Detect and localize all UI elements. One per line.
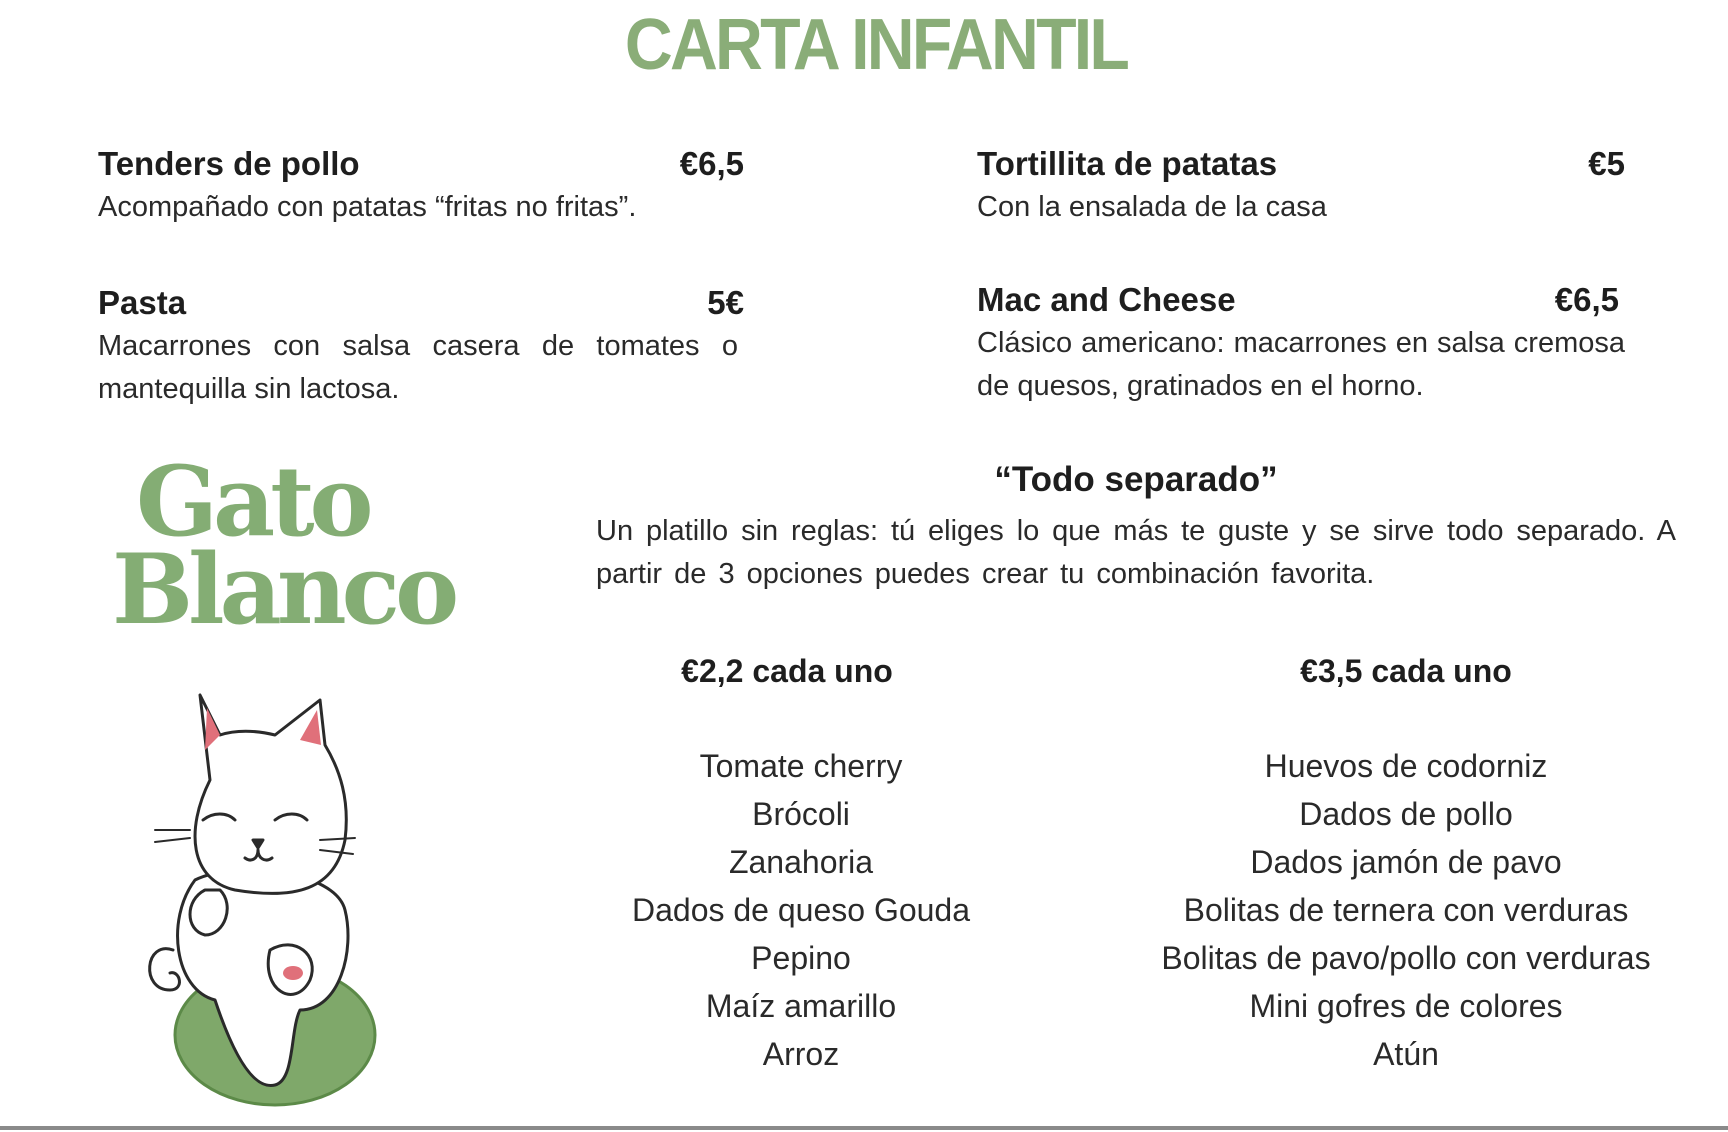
menu-item: Tortillita de patatas €5 Con la ensalada … bbox=[977, 144, 1625, 229]
item-description: Con la ensalada de la casa bbox=[977, 191, 1327, 223]
logo-line-1: Gato bbox=[136, 445, 374, 558]
menu-title: CARTA INFANTIL bbox=[624, 5, 1130, 85]
option-item: Brócoli bbox=[752, 796, 850, 832]
option-item: Dados jamón de pavo bbox=[1250, 844, 1562, 880]
option-item: Dados de pollo bbox=[1299, 796, 1513, 832]
todo-separado-description: Un platillo sin reglas: tú eliges lo que… bbox=[596, 515, 1676, 590]
cat-illustration bbox=[148, 693, 377, 1107]
bottom-divider bbox=[0, 1126, 1728, 1130]
item-price: €6,5 bbox=[679, 145, 744, 182]
item-description: Macarrones con salsa casera de tomates o… bbox=[98, 330, 738, 405]
item-name: Tenders de pollo bbox=[98, 145, 360, 182]
option-price-label: €2,2 cada uno bbox=[681, 653, 893, 689]
item-description: Acompañado con patatas “fritas no fritas… bbox=[98, 191, 637, 223]
option-item: Arroz bbox=[762, 1036, 840, 1072]
options-column-premium: €3,5 cada uno Huevos de codorniz Dados d… bbox=[1096, 650, 1716, 1078]
options-column-basic: €2,2 cada uno Tomate cherry Brócoli Zana… bbox=[491, 650, 1111, 1078]
option-item: Huevos de codorniz bbox=[1264, 748, 1548, 784]
menu-item: Mac and Cheese €6,5 Clásico americano: ma… bbox=[977, 280, 1625, 408]
item-name: Pasta bbox=[98, 284, 187, 321]
item-price: 5€ bbox=[707, 284, 744, 321]
option-item: Tomate cherry bbox=[699, 748, 903, 784]
option-price-label: €3,5 cada uno bbox=[1300, 653, 1512, 689]
option-item: Bolitas de pavo/pollo con verduras bbox=[1161, 940, 1651, 976]
menu-item: Tenders de pollo €6,5 Acompañado con pata… bbox=[98, 144, 744, 229]
option-item: Dados de queso Gouda bbox=[631, 892, 971, 928]
item-price: €5 bbox=[1588, 145, 1625, 182]
item-name: Tortillita de patatas bbox=[977, 145, 1278, 182]
item-name: Mac and Cheese bbox=[977, 281, 1236, 318]
menu-item: Pasta 5€ Macarrones con salsa casera de t… bbox=[98, 283, 744, 411]
item-description: Clásico americano: macarrones en salsa c… bbox=[977, 327, 1625, 402]
option-item: Mini gofres de colores bbox=[1249, 988, 1563, 1024]
option-item: Atún bbox=[1373, 1036, 1439, 1072]
gato-blanco-logo: Gato Blanco bbox=[112, 445, 459, 646]
option-item: Pepino bbox=[751, 940, 851, 976]
item-price: €6,5 bbox=[1554, 281, 1619, 318]
option-item: Bolitas de ternera con verduras bbox=[1183, 892, 1629, 928]
todo-separado-title: “Todo separado” bbox=[994, 460, 1278, 499]
logo-line-2: Blanco bbox=[112, 533, 459, 646]
option-item: Maíz amarillo bbox=[705, 988, 897, 1024]
option-item: Zanahoria bbox=[728, 844, 874, 880]
